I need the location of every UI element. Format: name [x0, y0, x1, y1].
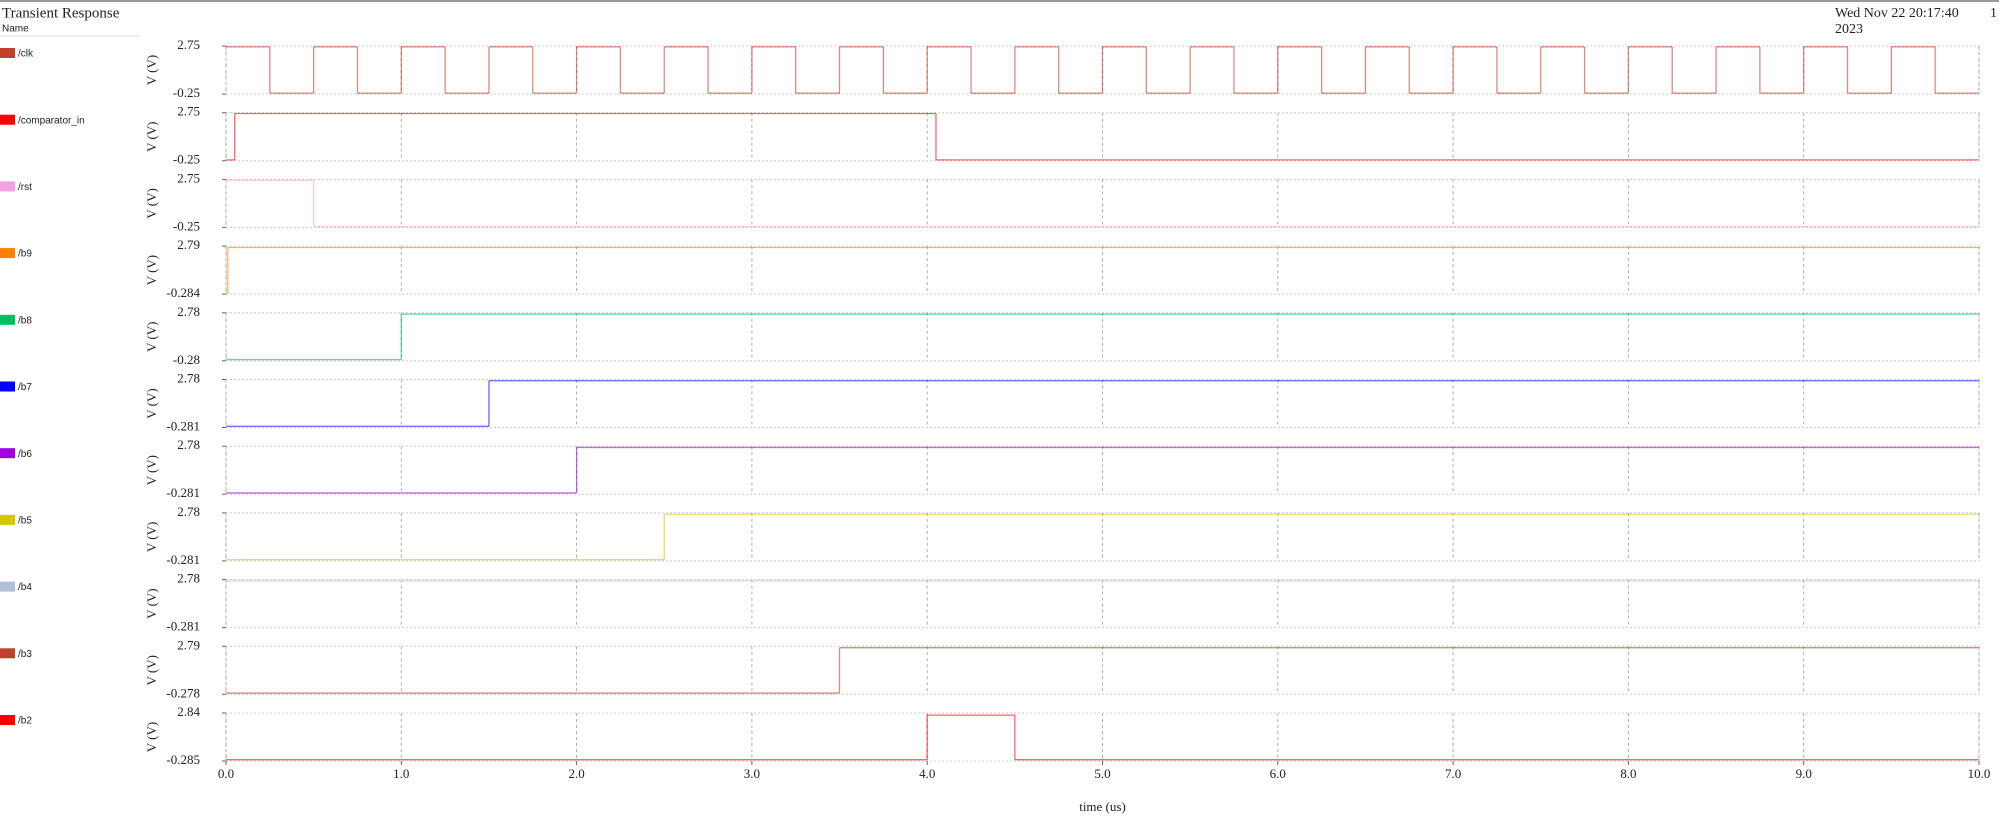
y-tick-label: 2.78	[177, 504, 200, 519]
y-tick-label: 2.78	[177, 437, 200, 452]
y-axis-label: V (V)	[144, 388, 159, 418]
y-tick-label: 2.79	[177, 637, 200, 652]
legend-label: /rst	[18, 182, 32, 193]
x-tick-label: 1.0	[393, 766, 409, 781]
x-tick-label: 2.0	[568, 766, 584, 781]
legend-label: /b2	[18, 716, 32, 727]
y-tick-label: 2.79	[177, 237, 200, 252]
x-tick-label: 10.0	[1968, 766, 1991, 781]
y-axis-label: V (V)	[144, 188, 159, 218]
legend-label: /b5	[18, 516, 32, 527]
y-tick-label: 2.78	[177, 571, 200, 586]
y-axis-label: V (V)	[144, 522, 159, 552]
legend-swatch	[0, 314, 15, 325]
y-tick-label: 2.75	[177, 37, 200, 52]
y-tick-label: 2.75	[177, 170, 200, 185]
x-tick-label: 8.0	[1620, 766, 1636, 781]
y-axis-label: V (V)	[144, 588, 159, 618]
y-tick-label: -0.278	[166, 685, 200, 700]
y-tick-label: -0.281	[166, 418, 200, 433]
y-axis-label: V (V)	[144, 121, 159, 151]
y-tick-label: -0.281	[166, 619, 200, 634]
legend-swatch	[0, 48, 15, 58]
y-axis-label: V (V)	[144, 322, 159, 352]
legend-swatch	[0, 581, 15, 592]
legend-swatch	[0, 715, 15, 725]
legend-label: /b6	[18, 449, 32, 460]
legend-label: /b4	[18, 582, 32, 593]
y-tick-label: 2.78	[177, 370, 200, 385]
y-tick-label: 2.78	[177, 304, 200, 319]
y-tick-label: 2.75	[177, 104, 200, 119]
legend-label: /comparator_in	[18, 115, 85, 126]
x-tick-label: 3.0	[744, 766, 760, 781]
y-tick-label: -0.28	[173, 352, 200, 367]
y-axis-label: V (V)	[144, 655, 159, 685]
legend-swatch	[0, 114, 15, 125]
legend-swatch	[0, 181, 15, 192]
y-axis-label: V (V)	[144, 55, 159, 85]
y-tick-label: -0.25	[173, 218, 200, 233]
legend-label: /clk	[18, 49, 34, 60]
timestamp: Wed Nov 22 20:17:40	[1835, 6, 1959, 21]
name-column-header: Name	[2, 24, 29, 35]
x-tick-label: 0.0	[218, 766, 234, 781]
x-tick-label: 6.0	[1270, 766, 1286, 781]
legend-label: /b7	[18, 382, 32, 393]
legend-swatch	[0, 248, 15, 259]
y-axis-label: V (V)	[144, 722, 159, 752]
y-tick-label: -0.281	[166, 552, 200, 567]
y-axis-label: V (V)	[144, 255, 159, 285]
y-tick-label: -0.25	[173, 152, 200, 167]
y-tick-label: -0.281	[166, 485, 200, 500]
page-number: 1	[1990, 6, 1997, 21]
legend-swatch	[0, 514, 15, 525]
y-tick-label: -0.284	[166, 285, 200, 300]
legend-swatch	[0, 648, 15, 659]
x-tick-label: 9.0	[1796, 766, 1812, 781]
legend-swatch	[0, 381, 15, 392]
y-tick-label: 2.84	[177, 704, 200, 719]
timestamp-year: 2023	[1835, 22, 1863, 37]
x-axis-label: time (us)	[1079, 799, 1126, 814]
window-title: Transient Response	[2, 5, 120, 21]
y-axis-label: V (V)	[144, 455, 159, 485]
legend-label: /b3	[18, 649, 32, 660]
legend-label: /b9	[18, 249, 32, 260]
x-tick-label: 7.0	[1445, 766, 1461, 781]
x-tick-label: 4.0	[919, 766, 935, 781]
y-tick-label: -0.25	[173, 85, 200, 100]
y-tick-label: -0.285	[166, 752, 200, 767]
legend-label: /b8	[18, 315, 32, 326]
legend-swatch	[0, 448, 15, 459]
x-tick-label: 5.0	[1094, 766, 1110, 781]
